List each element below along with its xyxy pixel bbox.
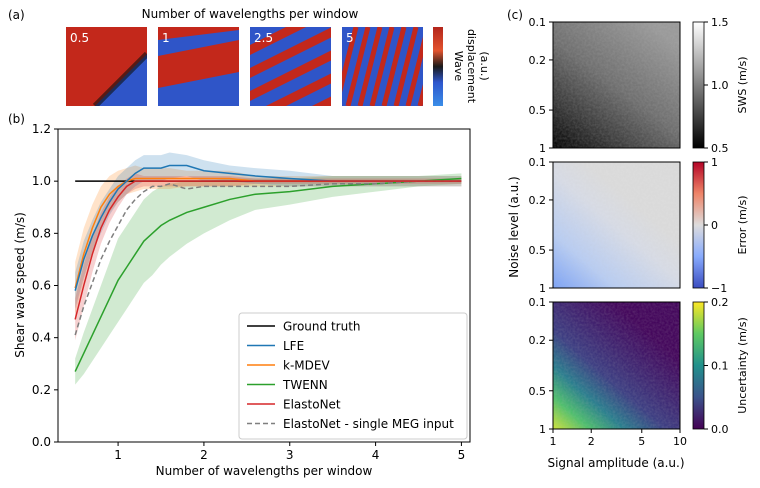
panel-b-ytick-label: 0.6 xyxy=(32,279,51,293)
panel-label-b: (b) xyxy=(8,112,25,126)
panel-b-xtick-label: 2 xyxy=(200,448,208,462)
legend-label: k-MDEV xyxy=(283,359,330,373)
panel-b-ytick-label: 0.0 xyxy=(32,435,51,449)
colorbar-uncertainty xyxy=(692,301,705,430)
colorbar-tick-label: 0.2 xyxy=(711,296,729,309)
wave-tile-2 xyxy=(250,27,331,106)
heatmap-ytick-label: 1 xyxy=(539,423,546,436)
band-lfe xyxy=(75,152,462,309)
series-line-elastonet xyxy=(74,180,462,320)
legend-label: ElastoNet - single MEG input xyxy=(283,417,454,431)
panel-b-ytick-label: 1.2 xyxy=(32,122,51,136)
panel-b-xtick-label: 1 xyxy=(114,448,122,462)
heatmap-ytick-label: 0.5 xyxy=(529,385,547,398)
legend-label: Ground truth xyxy=(283,320,361,334)
wave-tile-1-label: 1 xyxy=(162,31,170,45)
panel-b-ylabel: Shear wave speed (m/s) xyxy=(13,212,27,358)
panel-label-a: (a) xyxy=(8,8,25,22)
heatmap-ytick-label: 0.2 xyxy=(529,194,547,207)
heatmap-ytick-label: 1 xyxy=(539,142,546,155)
wave-tile-3 xyxy=(342,27,423,106)
wave-colorbar-label: Wave displacement (a.u.) xyxy=(452,29,491,104)
colorbar-sws xyxy=(692,21,705,149)
heatmap-ytick-label: 0.1 xyxy=(529,156,547,169)
panel-b-ytick-label: 0.2 xyxy=(32,383,51,397)
legend-label: LFE xyxy=(283,339,304,353)
heatmap-xtick-label: 5 xyxy=(638,435,645,448)
heatmap-ytick-label: 0.5 xyxy=(529,244,547,257)
colorbar-tick-label: 0.5 xyxy=(711,142,729,155)
band-twenn xyxy=(75,173,462,385)
svg-text:Wave: Wave xyxy=(452,51,465,81)
colorbar-label: Uncertainty (m/s) xyxy=(736,317,749,414)
colorbar-tick-label: 1.5 xyxy=(711,16,729,29)
heatmap-error xyxy=(553,162,680,288)
panel-b-xtick-label: 3 xyxy=(286,448,294,462)
heatmap-frame xyxy=(552,301,681,430)
legend-label: ElastoNet xyxy=(283,398,341,412)
colorbar-tick-label: 0 xyxy=(711,219,718,232)
panel-b-legend: Ground truth LFE k-MDEV TWENN ElastoNet Elast… xyxy=(238,312,468,440)
panel-c-xlabel: Signal amplitude (a.u.) xyxy=(547,456,684,470)
heatmap-ytick-label: 0.1 xyxy=(529,296,547,309)
panel-label-c: (c) xyxy=(507,8,523,22)
svg-text:displacement: displacement xyxy=(465,29,478,104)
heatmap-xtick-label: 1 xyxy=(550,435,557,448)
wave-tile-2-label: 2.5 xyxy=(254,31,273,45)
heatmap-ytick-label: 0.1 xyxy=(529,16,547,29)
colorbar-tick-label: 0.0 xyxy=(711,423,729,436)
series-line-elastonet_single xyxy=(74,180,462,336)
wave-colorbar xyxy=(433,27,443,106)
panel-b-ytick-label: 0.4 xyxy=(32,331,51,345)
colorbar-tick-label: 0.1 xyxy=(711,360,729,373)
heatmap-ytick-label: 0.2 xyxy=(529,54,547,67)
panel-c-ylabel: Noise level (a.u.) xyxy=(507,176,521,277)
heatmap-frame xyxy=(552,21,681,149)
colorbar-label: Error (m/s) xyxy=(736,195,749,254)
legend-label: TWENN xyxy=(282,378,328,392)
wave-tile-0-label: 0.5 xyxy=(70,31,89,45)
panel-b-xtick-label: 5 xyxy=(458,448,466,462)
series-line-twenn xyxy=(74,177,462,372)
heatmap-ytick-label: 1 xyxy=(539,282,546,295)
heatmap-xtick-label: 10 xyxy=(673,435,687,448)
heatmap-sws xyxy=(553,22,680,148)
heatmap-ytick-label: 0.5 xyxy=(529,104,547,117)
colorbar-tick-label: 1 xyxy=(711,156,718,169)
panel-b-frame xyxy=(57,128,471,443)
series-line-lfe xyxy=(74,164,462,291)
heatmap-uncertainty xyxy=(553,302,680,429)
wave-tile-0 xyxy=(66,27,147,106)
panel-b-plot: 1 2 3 4 5 0.0 0.2 0.4 0.6 0.8 1.0 1.2 xyxy=(32,122,465,462)
heatmap-xtick-label: 2 xyxy=(588,435,595,448)
colorbar-label: SWS (m/s) xyxy=(736,56,749,113)
wave-tile-1 xyxy=(158,27,239,106)
colorbar-tick-label: −1 xyxy=(711,282,727,295)
heatmap-frame xyxy=(552,161,681,289)
panel-b-ytick-label: 0.8 xyxy=(32,226,51,240)
panel-b-ytick-label: 1.0 xyxy=(32,174,51,188)
colorbar-tick-label: 1.0 xyxy=(711,79,729,92)
svg-text:(a.u.): (a.u.) xyxy=(478,51,491,80)
wave-tile-3-label: 5 xyxy=(346,31,354,45)
panel-b-xlabel: Number of wavelengths per window xyxy=(156,464,373,478)
heatmap-ytick-label: 0.2 xyxy=(529,334,547,347)
panel-b-xtick-label: 4 xyxy=(372,448,380,462)
colorbar-error xyxy=(692,161,705,289)
panel-a-title: Number of wavelengths per window xyxy=(142,7,359,21)
